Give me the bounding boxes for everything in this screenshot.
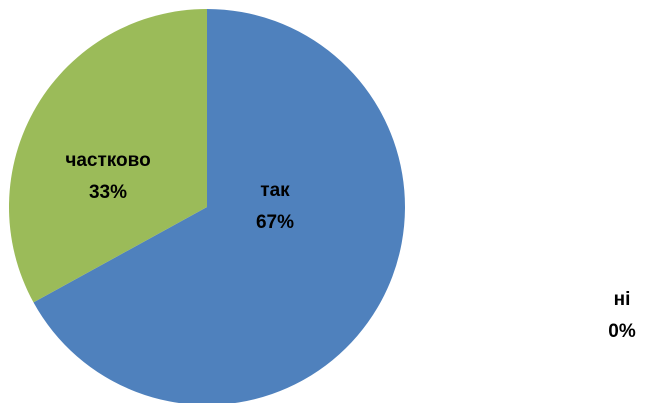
data-label-так: так 67% <box>256 180 294 233</box>
pie-data-labels: так 67% ні 0% частково 33% <box>65 150 636 342</box>
data-label-частково: частково 33% <box>65 150 150 203</box>
data-label-category: частково <box>65 150 150 171</box>
pie-slice-частково <box>8 9 207 303</box>
pie-slices <box>8 9 405 405</box>
data-label-percent: 0% <box>608 321 636 342</box>
pie-slice-так <box>33 9 405 405</box>
data-label-percent: 67% <box>256 212 294 233</box>
data-label-category: так <box>260 180 290 201</box>
data-label-category: ні <box>614 289 631 310</box>
data-label-ні: ні 0% <box>608 289 636 342</box>
data-label-percent: 33% <box>89 182 127 203</box>
